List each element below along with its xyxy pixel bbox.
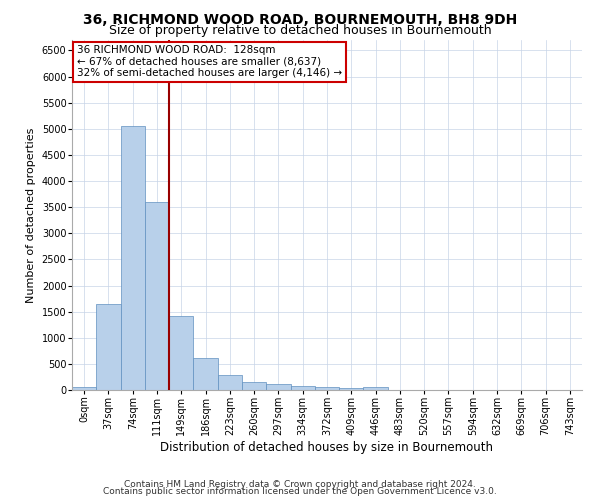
Bar	[121, 126, 145, 390]
Bar	[242, 382, 266, 390]
Text: Contains HM Land Registry data © Crown copyright and database right 2024.: Contains HM Land Registry data © Crown c…	[124, 480, 476, 489]
Bar	[266, 384, 290, 390]
Bar	[364, 387, 388, 390]
Bar	[193, 358, 218, 390]
Y-axis label: Number of detached properties: Number of detached properties	[26, 128, 36, 302]
Text: Size of property relative to detached houses in Bournemouth: Size of property relative to detached ho…	[109, 24, 491, 37]
Bar	[339, 388, 364, 390]
X-axis label: Distribution of detached houses by size in Bournemouth: Distribution of detached houses by size …	[161, 440, 493, 454]
Bar	[290, 386, 315, 390]
Text: 36 RICHMOND WOOD ROAD:  128sqm
← 67% of detached houses are smaller (8,637)
32% : 36 RICHMOND WOOD ROAD: 128sqm ← 67% of d…	[77, 46, 342, 78]
Bar	[169, 316, 193, 390]
Bar	[96, 304, 121, 390]
Text: 36, RICHMOND WOOD ROAD, BOURNEMOUTH, BH8 9DH: 36, RICHMOND WOOD ROAD, BOURNEMOUTH, BH8…	[83, 12, 517, 26]
Text: Contains public sector information licensed under the Open Government Licence v3: Contains public sector information licen…	[103, 487, 497, 496]
Bar	[218, 375, 242, 390]
Bar	[72, 386, 96, 390]
Bar	[315, 387, 339, 390]
Bar	[145, 202, 169, 390]
